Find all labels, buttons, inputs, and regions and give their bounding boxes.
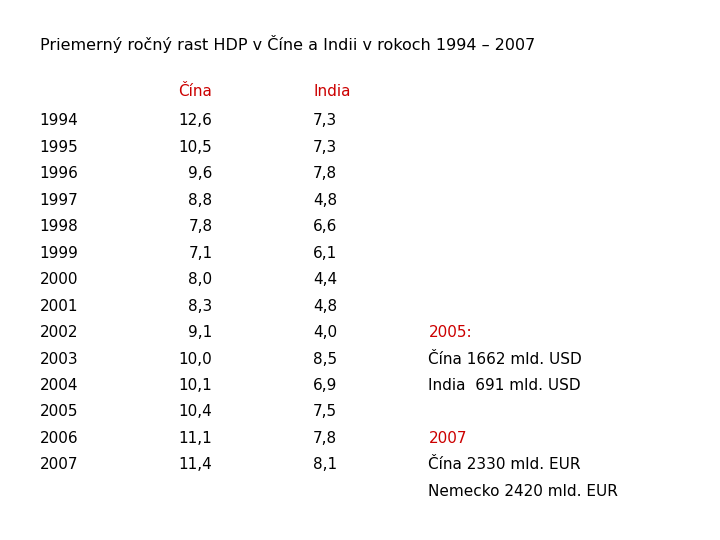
- Text: 1999: 1999: [40, 246, 78, 261]
- Text: 4,8: 4,8: [313, 193, 338, 208]
- Text: 4,4: 4,4: [313, 272, 338, 287]
- Text: 7,1: 7,1: [188, 246, 212, 261]
- Text: India: India: [313, 84, 351, 99]
- Text: 6,9: 6,9: [313, 378, 338, 393]
- Text: 2007: 2007: [40, 457, 78, 472]
- Text: 7,3: 7,3: [313, 113, 338, 129]
- Text: 10,5: 10,5: [179, 140, 212, 155]
- Text: 8,5: 8,5: [313, 352, 338, 367]
- Text: 6,6: 6,6: [313, 219, 338, 234]
- Text: 8,1: 8,1: [313, 457, 338, 472]
- Text: 9,1: 9,1: [188, 325, 212, 340]
- Text: 2006: 2006: [40, 431, 78, 446]
- Text: 6,1: 6,1: [313, 246, 338, 261]
- Text: 11,4: 11,4: [179, 457, 212, 472]
- Text: India  691 mld. USD: India 691 mld. USD: [428, 378, 581, 393]
- Text: 7,8: 7,8: [313, 166, 338, 181]
- Text: 8,0: 8,0: [188, 272, 212, 287]
- Text: 2005:: 2005:: [428, 325, 472, 340]
- Text: 10,1: 10,1: [179, 378, 212, 393]
- Text: Čína 2330 mld. EUR: Čína 2330 mld. EUR: [428, 457, 581, 472]
- Text: 1996: 1996: [40, 166, 78, 181]
- Text: Čína: Čína: [179, 84, 212, 99]
- Text: 11,1: 11,1: [179, 431, 212, 446]
- Text: 2004: 2004: [40, 378, 78, 393]
- Text: 7,8: 7,8: [188, 219, 212, 234]
- Text: Nemecko 2420 mld. EUR: Nemecko 2420 mld. EUR: [428, 484, 618, 499]
- Text: 1998: 1998: [40, 219, 78, 234]
- Text: 8,3: 8,3: [188, 299, 212, 314]
- Text: 7,5: 7,5: [313, 404, 338, 420]
- Text: 2001: 2001: [40, 299, 78, 314]
- Text: 2000: 2000: [40, 272, 78, 287]
- Text: 1995: 1995: [40, 140, 78, 155]
- Text: 10,4: 10,4: [179, 404, 212, 420]
- Text: 7,3: 7,3: [313, 140, 338, 155]
- Text: 2002: 2002: [40, 325, 78, 340]
- Text: 7,8: 7,8: [313, 431, 338, 446]
- Text: 1997: 1997: [40, 193, 78, 208]
- Text: 4,0: 4,0: [313, 325, 338, 340]
- Text: Priemerný ročný rast HDP v Číne a Indii v rokoch 1994 – 2007: Priemerný ročný rast HDP v Číne a Indii …: [40, 35, 535, 53]
- Text: 2007: 2007: [428, 431, 467, 446]
- Text: 9,6: 9,6: [188, 166, 212, 181]
- Text: 1994: 1994: [40, 113, 78, 129]
- Text: 2003: 2003: [40, 352, 78, 367]
- Text: 8,8: 8,8: [188, 193, 212, 208]
- Text: 4,8: 4,8: [313, 299, 338, 314]
- Text: 2005: 2005: [40, 404, 78, 420]
- Text: 12,6: 12,6: [179, 113, 212, 129]
- Text: Čína 1662 mld. USD: Čína 1662 mld. USD: [428, 352, 582, 367]
- Text: 10,0: 10,0: [179, 352, 212, 367]
